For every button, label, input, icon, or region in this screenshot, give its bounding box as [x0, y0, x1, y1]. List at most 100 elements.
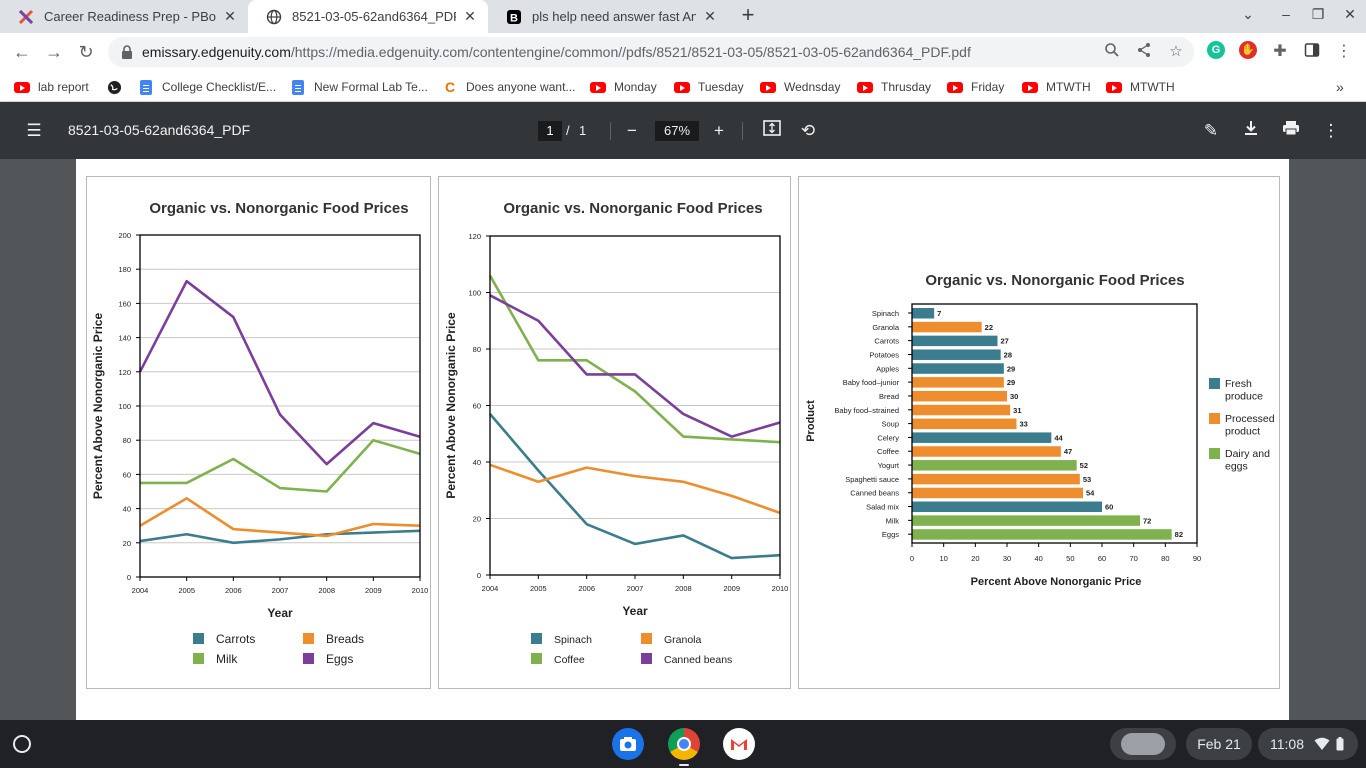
zoom-in-icon[interactable]: +	[714, 121, 724, 140]
side-panel-icon[interactable]	[1302, 42, 1322, 62]
bookmark-lab-report[interactable]: lab report	[14, 77, 89, 97]
x-tick-label: 2004	[132, 586, 149, 595]
menu-dots-icon[interactable]: ⋮	[1336, 43, 1352, 60]
data-label: 44	[1054, 433, 1063, 442]
bar-bread	[912, 390, 1007, 402]
category-label: Soup	[881, 420, 899, 429]
date-tray[interactable]: Feb 21	[1186, 728, 1252, 760]
zoom-icon[interactable]	[1102, 42, 1122, 62]
bar-carrots	[912, 335, 998, 347]
data-label: 22	[985, 323, 993, 332]
adblock-icon[interactable]: ✋	[1239, 41, 1257, 59]
category-label: Yogurt	[878, 461, 900, 470]
x-tick-label: 30	[1003, 554, 1011, 563]
pdf-viewer[interactable]: Organic vs. Nonorganic Food Prices 0 20 40 6…	[0, 159, 1366, 720]
launcher-icon[interactable]	[13, 735, 31, 753]
series-line-spinach	[489, 413, 781, 560]
forward-icon[interactable]: →	[45, 42, 63, 62]
bar-celery	[912, 432, 1052, 443]
bookmark-monday[interactable]: Monday	[590, 77, 657, 97]
data-label: 82	[1175, 530, 1183, 539]
x-tick-label: 40	[1034, 554, 1042, 563]
category-label: Coffee	[877, 447, 899, 456]
y-tick-label: 20	[123, 539, 131, 548]
bookmark-globe[interactable]	[106, 77, 130, 97]
camera-icon[interactable]	[612, 728, 644, 760]
tab-brainly[interactable]: B pls help need answer fast An oc ✕	[488, 0, 728, 33]
plot-frame	[911, 303, 1198, 544]
data-label: 31	[1013, 406, 1021, 415]
data-label: 52	[1080, 461, 1088, 470]
restore-icon[interactable]: ❐	[1311, 6, 1325, 22]
status-tray[interactable]: 11:08	[1258, 728, 1358, 760]
x-tick-label: 2010	[412, 586, 429, 595]
plot-frame	[489, 235, 781, 576]
globe-icon	[106, 79, 122, 95]
x-tick-label: 70	[1129, 554, 1137, 563]
legend-label: Spinach	[554, 634, 592, 646]
y-tick-label: 180	[118, 265, 131, 274]
youtube-icon	[760, 79, 776, 95]
chart-panel-1: Organic vs. Nonorganic Food Prices 0 20 40 6…	[86, 176, 431, 689]
print-icon[interactable]	[1280, 120, 1302, 142]
chart-title: Organic vs. Nonorganic Food Prices	[149, 200, 408, 217]
page-number-input[interactable]: 1	[538, 121, 562, 141]
y-tick-label: 100	[468, 289, 481, 298]
bookmark-mtwth-2[interactable]: MTWTH	[1106, 77, 1175, 97]
reload-icon[interactable]: ↻	[78, 42, 94, 62]
annotate-pen-icon[interactable]: ✎	[1203, 121, 1219, 140]
zoom-out-icon[interactable]: −	[627, 121, 637, 140]
hamburger-menu-icon[interactable]: ☰	[26, 121, 42, 140]
x-tick-label: 2008	[675, 584, 692, 593]
bookmark-formal-lab[interactable]: New Formal Lab Te...	[290, 77, 428, 97]
back-icon[interactable]: ←	[13, 42, 31, 62]
tab-career-readiness[interactable]: Career Readiness Prep - PBowers ✕	[0, 0, 248, 33]
bookmark-star-icon[interactable]: ☆	[1169, 43, 1183, 60]
close-window-icon[interactable]: ✕	[1344, 6, 1356, 22]
category-label: Eggs	[882, 530, 899, 539]
minimize-icon[interactable]: –	[1282, 6, 1290, 22]
tab-pdf[interactable]: 8521-03-05-62and6364_PDF ✕	[248, 0, 488, 33]
bookmark-does-anyone[interactable]: C Does anyone want...	[442, 77, 575, 97]
bar-eggs	[912, 529, 1172, 540]
gmail-icon[interactable]	[723, 728, 755, 760]
share-icon[interactable]	[1134, 42, 1154, 62]
close-icon[interactable]: ✕	[704, 8, 716, 24]
data-label: 53	[1083, 475, 1091, 484]
extensions-icon[interactable]: ✚	[1273, 43, 1287, 60]
x-tick-label: 60	[1098, 554, 1106, 563]
svg-text:B: B	[510, 12, 518, 24]
legend-swatch	[193, 633, 204, 644]
y-axis-label: Product	[805, 400, 817, 442]
zoom-level-input[interactable]: 67%	[655, 121, 699, 141]
close-icon[interactable]: ✕	[464, 8, 476, 24]
new-tab-button[interactable]: +	[741, 2, 755, 27]
grammarly-icon[interactable]: G	[1207, 41, 1225, 59]
edgenuity-icon	[18, 9, 34, 25]
bookmark-college-checklist[interactable]: College Checklist/E...	[138, 77, 276, 97]
tab-search-icon[interactable]: ⌄	[1242, 6, 1254, 22]
close-icon[interactable]: ✕	[224, 8, 236, 24]
download-icon[interactable]	[1240, 120, 1262, 142]
bookmark-tuesday[interactable]: Tuesday	[674, 77, 744, 97]
data-label: 47	[1064, 447, 1072, 456]
holding-space-tray[interactable]	[1110, 728, 1176, 760]
rotate-icon[interactable]: ⟲	[800, 121, 816, 140]
fit-page-icon[interactable]	[761, 120, 783, 142]
address-bar[interactable]: emissary.edgenuity.com/https://media.edg…	[108, 37, 1194, 67]
bookmark-mtwth-1[interactable]: MTWTH	[1022, 77, 1091, 97]
bookmark-friday[interactable]: Friday	[947, 77, 1004, 97]
bookmark-wednsday[interactable]: Wednsday	[760, 77, 840, 97]
bar-baby-food-junior	[912, 377, 1004, 388]
taskbar: Feb 21 11:08	[0, 720, 1366, 768]
x-tick-label: 90	[1193, 554, 1201, 563]
bookmarks-overflow-icon[interactable]: »	[1336, 79, 1344, 95]
globe-icon	[266, 9, 282, 25]
legend-swatch	[531, 653, 542, 664]
chrome-icon[interactable]	[668, 728, 700, 760]
legend-label: Canned beans	[664, 654, 732, 666]
legend-label: Breads	[326, 632, 364, 646]
more-options-icon[interactable]: ⋮	[1322, 121, 1340, 140]
bookmark-thrusday[interactable]: Thrusday	[857, 77, 931, 97]
y-tick-label: 140	[118, 334, 131, 343]
